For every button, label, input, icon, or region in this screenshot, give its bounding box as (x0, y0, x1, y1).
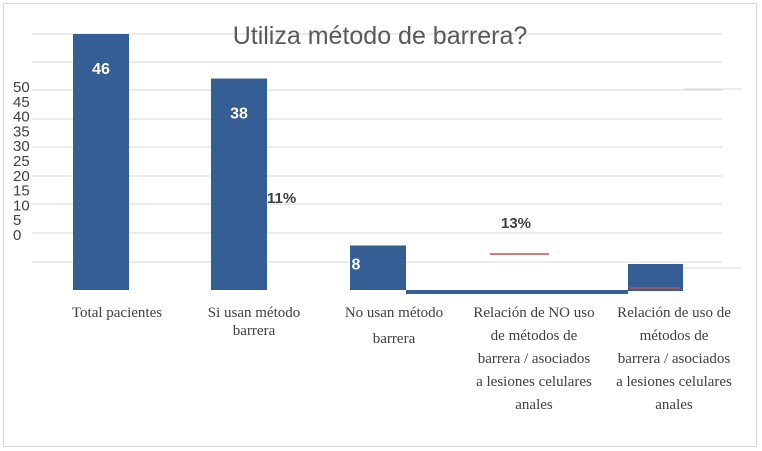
chart-frame: Utiliza método de barrera? 50 45 40 35 30 25 2… (3, 3, 757, 447)
category-label: barrera (233, 323, 276, 339)
y-tick-label: 30 (13, 138, 30, 155)
y-tick-label: 20 (13, 168, 30, 185)
bar-value-label: 38 (230, 106, 248, 123)
percent-label: 11% (267, 190, 296, 207)
bars (73, 34, 406, 291)
gridlines (32, 33, 742, 269)
category-label: a lesiones celulares (476, 374, 592, 390)
y-tick-label: 50 (13, 79, 30, 96)
data-labels: 46 38 8 11% 13% (92, 61, 531, 273)
bar (350, 245, 406, 290)
y-tick-label: 40 (13, 109, 30, 126)
bar-small (628, 264, 683, 291)
bar (211, 78, 267, 291)
category-label: barrera (373, 331, 416, 347)
y-tick-label: 10 (13, 197, 30, 214)
category-label: anales (655, 397, 693, 413)
overlay-marks (406, 253, 683, 294)
y-tick-label: 15 (13, 183, 30, 200)
category-label: anales (515, 397, 553, 413)
y-tick-label: 35 (13, 123, 30, 140)
chart-title: Utiliza método de barrera? (233, 22, 528, 50)
y-tick-label: 25 (13, 153, 30, 170)
bar (73, 34, 129, 290)
category-label: de métodos de (491, 328, 578, 344)
category-label: barrera / asociados (618, 351, 731, 367)
bar-chart: Utiliza método de barrera? 5045403530252… (13, 22, 742, 413)
y-tick-label: 5 (13, 212, 21, 229)
category-label: barrera / asociados (478, 351, 591, 367)
category-label: Total pacientes (72, 305, 162, 321)
baseline-band (406, 290, 628, 294)
y-tick-label: 0 (13, 227, 21, 244)
percent-label: 13% (501, 215, 531, 232)
category-label: Relación de uso de (617, 305, 731, 321)
category-label: Si usan método (208, 305, 301, 321)
bar-value-label: 8 (352, 256, 361, 273)
y-tick-label: 45 (13, 94, 30, 111)
bar-value-label: 46 (92, 61, 110, 78)
category-label: a lesiones celulares (616, 374, 732, 390)
category-label: Relación de NO uso (473, 305, 594, 321)
category-labels: Total pacientes Si usan método barrera No u… (72, 305, 732, 413)
category-label: No usan método (345, 305, 443, 321)
category-label: métodos de (640, 328, 709, 344)
